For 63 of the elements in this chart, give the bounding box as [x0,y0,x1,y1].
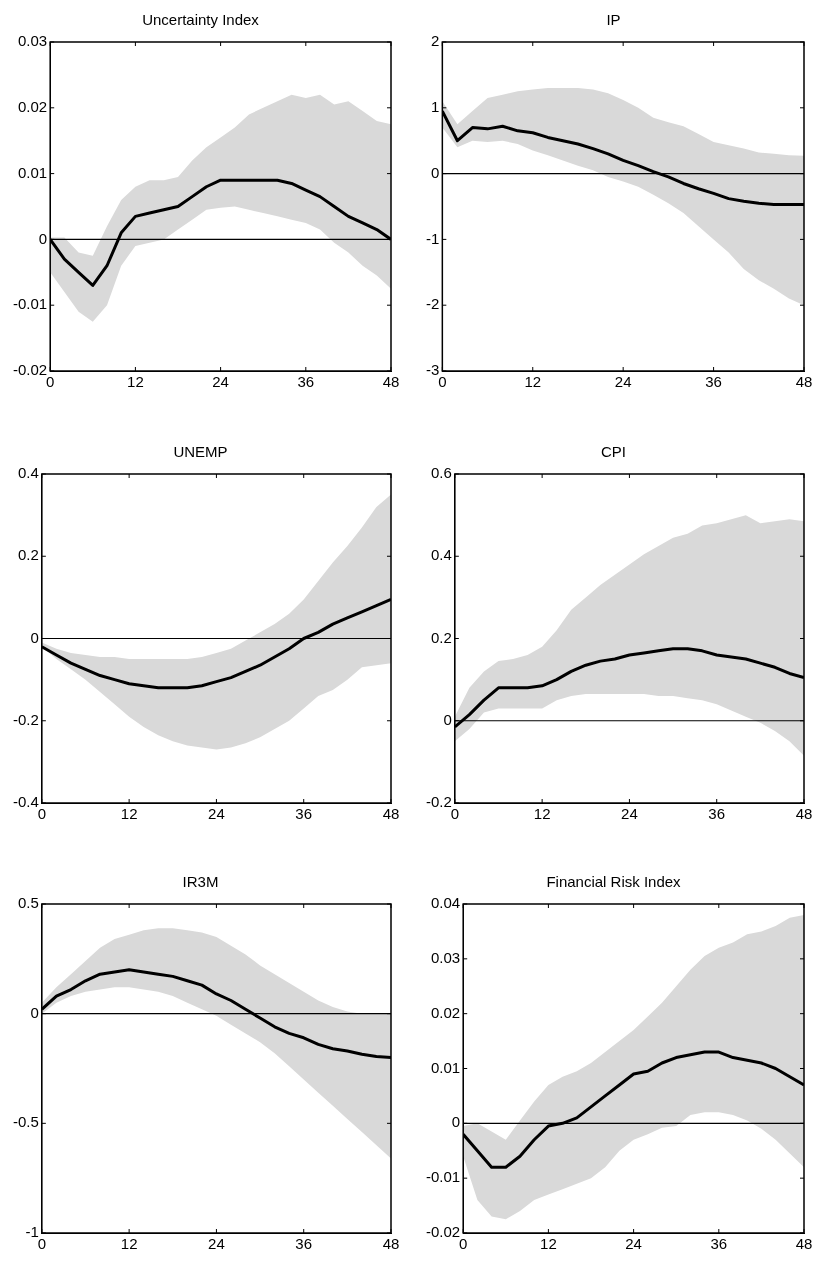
x-tick-label: 36 [705,373,722,391]
chart-title: UNEMP [173,443,228,461]
x-tick-label: 12 [524,373,542,391]
y-tick-label: 0.2 [430,628,452,646]
chart-title: IP [606,11,621,29]
y-tick-label: -3 [425,361,440,379]
y-tick-label: 0.02 [430,1003,461,1021]
x-tick-label: 48 [795,1235,813,1253]
y-tick-label: 0.03 [430,948,461,966]
x-tick-label: 36 [297,373,315,391]
x-tick-label: 24 [614,373,632,391]
y-tick-label: -0.2 [12,710,39,728]
y-tick-label: 0 [30,1003,39,1021]
y-tick-label: 0.04 [430,894,461,912]
y-tick-label: 0 [38,229,48,247]
y-tick-label: -0.5 [12,1113,39,1131]
x-tick-label: 48 [795,373,813,391]
chart-title: IR3M [182,873,219,891]
x-tick-label: 24 [625,1235,642,1253]
y-tick-label: -1 [25,1223,39,1241]
y-tick-label: 2 [430,32,440,50]
x-tick-label: 36 [708,805,726,823]
y-tick-label: -0.01 [425,1168,461,1186]
x-tick-label: 48 [795,805,813,823]
x-tick-label: 12 [120,1235,138,1253]
y-tick-label: 0.4 [17,464,39,482]
y-tick-label: -0.01 [12,295,48,313]
x-tick-label: 12 [127,373,144,391]
x-tick-label: 24 [621,805,638,823]
chart-title: CPI [600,443,627,461]
x-tick-label: 24 [208,1235,225,1253]
y-tick-label: 1 [430,97,440,115]
y-tick-label: -1 [425,229,440,247]
y-tick-label: 0 [30,628,39,646]
y-tick-label: 0 [451,1113,461,1131]
chart-title: Financial Risk Index [546,873,682,891]
chart-title: Uncertainty Index [142,11,260,29]
y-tick-label: 0.03 [17,32,48,50]
y-tick-label: -0.4 [12,793,39,811]
y-tick-label: 0.6 [430,464,452,482]
x-tick-label: 36 [710,1235,728,1253]
y-tick-label: -2 [425,295,440,313]
x-tick-label: 12 [540,1235,557,1253]
y-tick-label: 0.01 [430,1058,461,1076]
y-tick-label: 0.01 [17,163,48,181]
x-tick-label: 48 [382,373,400,391]
x-tick-label: 24 [212,373,229,391]
y-tick-label: -0.02 [12,361,48,379]
x-tick-label: 36 [295,805,313,823]
x-tick-label: 12 [533,805,551,823]
x-tick-label: 48 [382,805,400,823]
y-tick-label: 0.02 [17,97,48,115]
y-tick-label: 0 [430,163,440,181]
y-tick-label: -0.2 [425,793,452,811]
y-tick-label: 0.4 [430,546,452,564]
x-tick-label: 36 [295,1235,313,1253]
y-tick-label: 0 [443,710,452,728]
y-tick-label: 0.5 [17,894,39,912]
y-tick-label: -0.02 [425,1223,461,1241]
x-tick-label: 24 [208,805,225,823]
y-tick-label: 0.2 [17,546,39,564]
x-tick-label: 48 [382,1235,400,1253]
x-tick-label: 12 [120,805,138,823]
